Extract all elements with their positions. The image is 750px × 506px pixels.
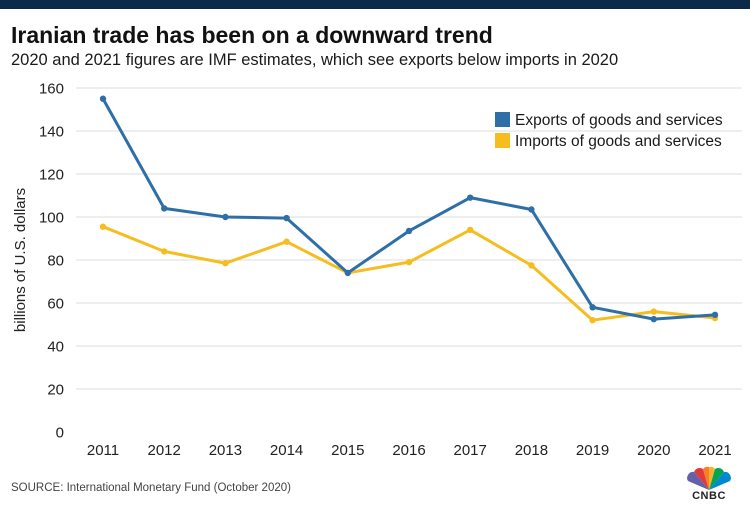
imports-point-2020 xyxy=(650,308,657,315)
exports-point-2021 xyxy=(711,311,719,319)
y-tick-label-20: 20 xyxy=(47,382,64,399)
imports-series-line xyxy=(101,225,717,322)
exports-point-2019 xyxy=(589,304,596,311)
x-tick-label-2019: 2019 xyxy=(576,442,609,459)
cnbc-logo: CNBC xyxy=(684,466,734,502)
exports-point-2012 xyxy=(161,205,168,212)
x-tick-label-2014: 2014 xyxy=(270,442,303,459)
imports-point-2017 xyxy=(467,226,474,234)
y-tick-label-160: 160 xyxy=(39,81,64,98)
y-tick-label-80: 80 xyxy=(47,253,64,270)
x-tick-label-2020: 2020 xyxy=(637,442,670,459)
source-note: SOURCE: International Monetary Fund (Oct… xyxy=(11,482,291,494)
y-axis-label: billions of U.S. dollars xyxy=(12,188,29,332)
y-tick-label-40: 40 xyxy=(47,339,64,356)
top-banner-bar xyxy=(0,0,750,9)
imports-legend-label: Imports of goods and services xyxy=(515,133,722,150)
y-tick-label-100: 100 xyxy=(39,210,64,227)
x-tick-label-2017: 2017 xyxy=(454,442,487,459)
imports-point-2018 xyxy=(528,262,535,269)
exports-point-2016 xyxy=(405,227,413,235)
imports-point-2013 xyxy=(222,260,229,267)
imports-legend-swatch xyxy=(495,133,510,148)
y-tick-label-140: 140 xyxy=(39,124,64,141)
y-tick-label-60: 60 xyxy=(47,296,64,313)
chart-title: Iranian trade has been on a downward tre… xyxy=(11,22,493,48)
exports-point-2013 xyxy=(222,213,229,221)
exports-legend-swatch xyxy=(495,112,510,127)
chart-subtitle: 2020 and 2021 figures are IMF estimates,… xyxy=(11,51,619,69)
exports-series-line xyxy=(101,97,717,321)
exports-point-2015 xyxy=(344,269,351,277)
exports-point-2017 xyxy=(467,194,474,201)
y-tick-label-120: 120 xyxy=(39,167,64,184)
x-tick-label-2015: 2015 xyxy=(331,442,364,459)
exports-point-2020 xyxy=(650,315,657,323)
exports-point-2011 xyxy=(99,95,107,102)
exports-legend-label: Exports of goods and services xyxy=(515,112,723,129)
x-tick-label-2021: 2021 xyxy=(698,442,731,459)
imports-point-2019 xyxy=(589,317,596,324)
x-tick-label-2018: 2018 xyxy=(515,442,548,459)
imports-point-2011 xyxy=(99,223,107,230)
y-tick-label-0: 0 xyxy=(56,425,64,442)
peacock-icon xyxy=(687,466,731,490)
x-tick-label-2011: 2011 xyxy=(87,442,119,459)
imports-point-2016 xyxy=(405,258,413,266)
exports-point-2018 xyxy=(528,206,535,213)
exports-point-2014 xyxy=(283,214,290,222)
x-tick-label-2012: 2012 xyxy=(148,442,181,459)
x-tick-label-2016: 2016 xyxy=(392,442,425,459)
cnbc-wordmark: CNBC xyxy=(692,490,726,502)
x-tick-label-2013: 2013 xyxy=(209,442,242,459)
imports-point-2012 xyxy=(161,248,168,255)
imports-point-2014 xyxy=(283,238,290,245)
